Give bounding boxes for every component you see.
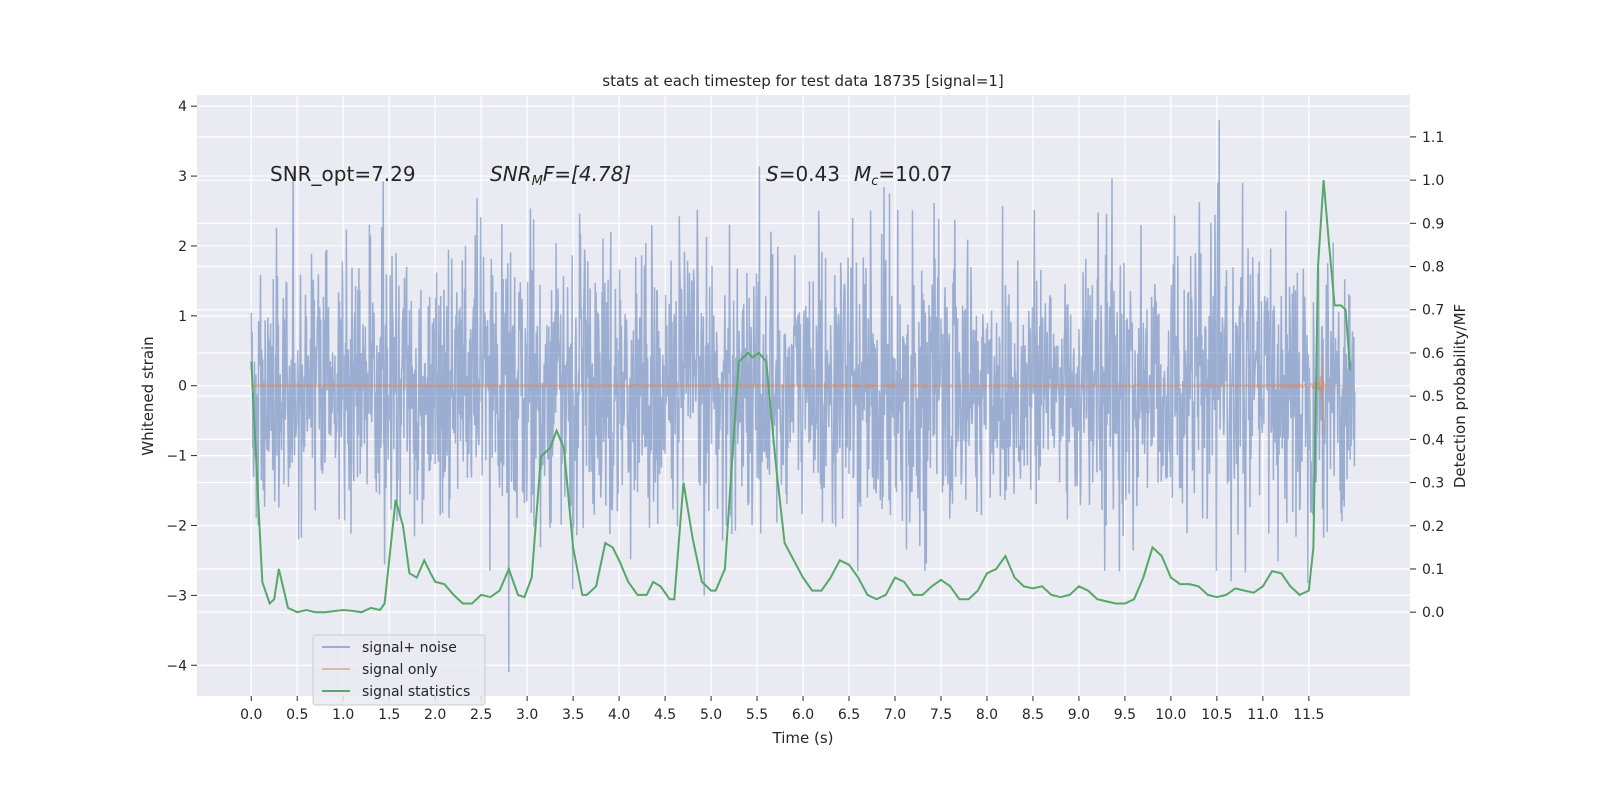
annotation-s-mc: S=0.43 Mc=10.07 xyxy=(766,162,952,189)
x-tick-label: 5.5 xyxy=(746,707,768,723)
chart-title: stats at each timestep for test data 187… xyxy=(602,72,1003,90)
y-right-tick-label: 0.2 xyxy=(1422,519,1444,535)
legend: signal+ noise signal only signal statist… xyxy=(312,634,486,706)
y-right-tick-label: 0.7 xyxy=(1422,303,1444,319)
x-tick-label: 7.0 xyxy=(884,707,906,723)
y-right-tick-label: 0.4 xyxy=(1422,432,1444,448)
x-tick-label: 8.0 xyxy=(976,707,998,723)
x-tick-label: 3.5 xyxy=(562,707,584,723)
x-tick-label: 1.0 xyxy=(332,707,354,723)
signal-trace xyxy=(250,357,1355,434)
y-tick-label: −1 xyxy=(166,449,187,465)
x-tick-label: 5.0 xyxy=(700,707,722,723)
x-tick-label: 2.0 xyxy=(424,707,446,723)
y-tick-label: −4 xyxy=(166,658,187,674)
x-tick-label: 6.5 xyxy=(838,707,860,723)
y-right-tick-label: 0.8 xyxy=(1422,260,1444,276)
x-axis-label: Time (s) xyxy=(772,729,834,747)
x-tick-label: 0.0 xyxy=(240,707,262,723)
y-right-axis-label: Detection probability/MF xyxy=(1451,304,1469,488)
x-tick-label: 11.0 xyxy=(1247,707,1278,723)
series-signal-noise xyxy=(250,120,1356,673)
annotation-snr-mf: SNRMF=[4.78] xyxy=(490,162,631,189)
y-right-tick-label: 0.5 xyxy=(1422,389,1444,405)
y-tick-label: 2 xyxy=(178,239,187,255)
x-tick-label: 6.0 xyxy=(792,707,814,723)
x-axis-ticks: 0.0 0.5 1.0 1.5 2.0 2.5 3.0 3.5 4.0 4.5 5.0 5.5 6.0 6… xyxy=(240,696,1324,723)
x-tick-label: 1.5 xyxy=(378,707,400,723)
y-tick-label: −3 xyxy=(166,588,187,604)
x-tick-label: 0.5 xyxy=(286,707,308,723)
annotation-snr-opt: SNR_opt=7.29 xyxy=(270,162,416,186)
y-right-tick-label: 0.1 xyxy=(1422,562,1444,578)
y-tick-label: 1 xyxy=(178,309,187,325)
legend-label-signal: signal only xyxy=(362,662,437,678)
y-right-tick-label: 1.1 xyxy=(1422,130,1444,146)
y-axis-ticks: 4 3 2 1 0 −1 −2 −3 −4 xyxy=(166,99,197,674)
y-right-tick-label: 1.0 xyxy=(1422,173,1444,189)
x-tick-label: 10.0 xyxy=(1155,707,1186,723)
x-tick-label: 4.5 xyxy=(654,707,676,723)
x-tick-label: 11.5 xyxy=(1293,707,1324,723)
y-axis-label: Whitened strain xyxy=(139,336,157,455)
x-tick-label: 7.5 xyxy=(930,707,952,723)
y-right-tick-label: 0.3 xyxy=(1422,476,1444,492)
y-tick-label: 3 xyxy=(178,169,187,185)
series-signal-statistics xyxy=(250,180,1352,614)
series-signal-only xyxy=(250,357,1355,434)
y-right-axis-ticks: 1.1 1.0 0.9 0.8 0.7 0.6 0.5 0.4 0.3 0.2 0.1 0.0 xyxy=(1410,130,1444,621)
y-right-tick-label: 0.6 xyxy=(1422,346,1444,362)
x-tick-label: 10.5 xyxy=(1201,707,1232,723)
noise-trace xyxy=(250,120,1356,673)
y-tick-label: 4 xyxy=(178,99,187,115)
y-right-tick-label: 0.0 xyxy=(1422,605,1444,621)
legend-label-statistics: signal statistics xyxy=(362,684,470,700)
x-tick-label: 9.0 xyxy=(1068,707,1090,723)
y-tick-label: −2 xyxy=(166,518,187,534)
legend-label-noise: signal+ noise xyxy=(362,640,457,656)
x-tick-label: 2.5 xyxy=(470,707,492,723)
x-tick-label: 3.0 xyxy=(516,707,538,723)
x-tick-label: 4.0 xyxy=(608,707,630,723)
y-tick-label: 0 xyxy=(178,379,187,395)
y-right-tick-label: 0.9 xyxy=(1422,216,1444,232)
x-tick-label: 8.5 xyxy=(1022,707,1044,723)
x-tick-label: 9.5 xyxy=(1114,707,1136,723)
